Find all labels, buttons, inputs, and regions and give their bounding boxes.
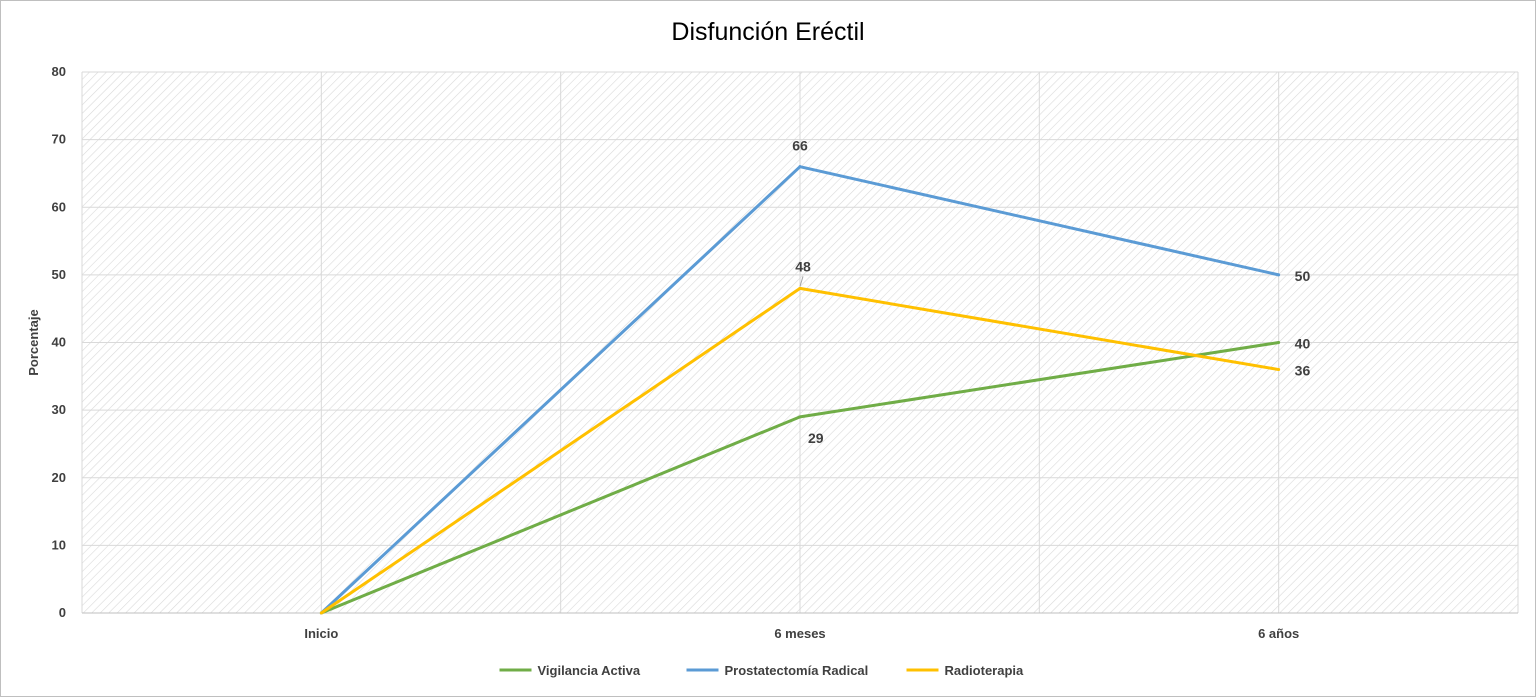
series-point xyxy=(1277,341,1281,344)
y-tick-label: 70 xyxy=(52,132,66,147)
data-label: 29 xyxy=(808,430,824,446)
axes: 0 10 20 30 40 50 60 70 80 Inicio 6 meses 6 años Porc… xyxy=(26,64,1518,641)
data-label: 36 xyxy=(1295,363,1311,379)
chart-title: Disfunción Eréctil xyxy=(671,18,865,46)
data-label-leader xyxy=(799,276,804,287)
y-tick-label: 40 xyxy=(52,335,66,350)
y-tick-label: 20 xyxy=(52,470,66,485)
series-point xyxy=(798,415,802,419)
series-point xyxy=(319,611,323,615)
series-point xyxy=(798,286,802,290)
y-tick-label: 0 xyxy=(59,605,66,620)
y-tick-label: 60 xyxy=(52,199,66,214)
series xyxy=(319,165,1281,615)
series-point xyxy=(798,165,802,169)
data-label: 40 xyxy=(1295,336,1311,352)
y-tick-label: 10 xyxy=(52,537,66,552)
x-tick-label: 6 años xyxy=(1258,626,1299,641)
y-tick-label: 80 xyxy=(52,64,66,79)
series-point xyxy=(1277,368,1281,372)
series-point xyxy=(1277,273,1281,277)
legend-label: Vigilancia Activa xyxy=(538,663,641,678)
x-tick-label: 6 meses xyxy=(774,626,825,641)
data-labels: 29 40 66 50 48 36 xyxy=(792,138,1310,446)
y-tick-label: 30 xyxy=(52,402,66,417)
legend-label: Radioterapia xyxy=(945,663,1025,678)
x-tick-label: Inicio xyxy=(304,626,338,641)
legend-label: Prostatectomía Radical xyxy=(725,663,869,678)
y-axis-title: Porcentaje xyxy=(26,309,41,375)
data-label: 66 xyxy=(792,138,808,154)
data-label: 48 xyxy=(795,258,811,274)
data-label: 50 xyxy=(1295,268,1311,284)
y-tick-label: 50 xyxy=(52,267,66,282)
legend: Vigilancia Activa Prostatectomía Radical R… xyxy=(499,663,1025,678)
